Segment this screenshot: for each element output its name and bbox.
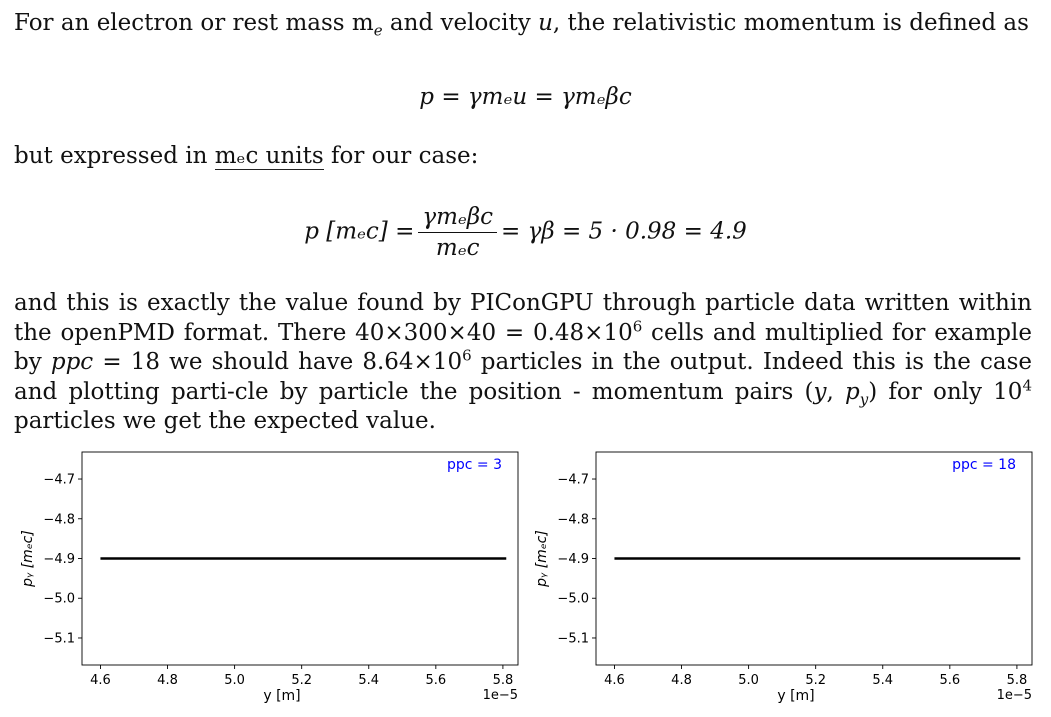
units-equation: p [mₑc] = γmₑβc mₑc = γβ = 5 · 0.98 = 4.9 — [304, 204, 747, 261]
y-tick-label: −5.1 — [43, 631, 75, 646]
plot-ppc-3-svg: −4.7 −4.8 −4.9 −5.0 −5.1 4.6 4.8 5.0 5.2 5.4 5.6 5.… — [20, 451, 519, 704]
units-paragraph: but expressed in mₑc units for our case: — [14, 143, 479, 170]
y-tick-label: −4.8 — [43, 512, 75, 527]
x-tick-label: 5.6 — [939, 673, 960, 688]
y-axis-label: pᵧ [mₑc] — [20, 530, 36, 588]
x-axis-label: y [m] — [263, 688, 300, 704]
units-link[interactable]: mₑc units — [214, 143, 324, 170]
y-tick-label: −5.0 — [557, 592, 589, 607]
y-tick-label: −5.0 — [43, 592, 75, 607]
x-axis-label: y [m] — [777, 688, 814, 704]
x-tick-label: 4.6 — [604, 673, 625, 688]
x-tick-label: 5.4 — [358, 673, 379, 688]
x-tick-label: 4.8 — [671, 673, 692, 688]
x-tick-label: 5.6 — [425, 673, 446, 688]
ppc-annotation: ppc = 3 — [447, 457, 502, 473]
x-tick-label: 4.6 — [90, 673, 111, 688]
ppc-annotation: ppc = 18 — [952, 457, 1016, 473]
plot-ppc-18: −4.7 −4.8 −4.9 −5.0 −5.1 4.6 4.8 5.0 5.2 5.4 5.6 5.… — [530, 448, 1040, 714]
x-tick-label: 5.4 — [872, 673, 893, 688]
y-axis-label: pᵧ [mₑc] — [534, 530, 550, 588]
x-tick-label: 5.0 — [224, 673, 245, 688]
y-tick-label: −4.8 — [557, 512, 589, 527]
x-offset-label: 1e−5 — [483, 688, 518, 703]
y-tick-label: −4.7 — [43, 473, 75, 488]
y-tick-label: −4.7 — [557, 473, 589, 488]
result-paragraph: and this is exactly the value found by P… — [14, 290, 1033, 435]
x-tick-label: 5.2 — [805, 673, 826, 688]
x-tick-label: 4.8 — [157, 673, 178, 688]
plot-ppc-3: −4.7 −4.8 −4.9 −5.0 −5.1 4.6 4.8 5.0 5.2 5.4 5.6 5.… — [16, 448, 526, 714]
x-tick-label: 5.8 — [1007, 673, 1028, 688]
x-tick-label: 5.8 — [493, 673, 514, 688]
y-tick-label: −4.9 — [43, 552, 75, 567]
x-tick-label: 5.2 — [291, 673, 312, 688]
y-tick-label: −5.1 — [557, 631, 589, 646]
momentum-equation: p = γmₑu = γmₑβc — [419, 84, 632, 110]
plot-ppc-18-svg: −4.7 −4.8 −4.9 −5.0 −5.1 4.6 4.8 5.0 5.2 5.4 5.6 5.… — [534, 451, 1033, 704]
x-tick-label: 5.0 — [738, 673, 759, 688]
fraction: γmₑβc mₑc — [418, 204, 498, 261]
x-offset-label: 1e−5 — [997, 688, 1032, 703]
y-tick-label: −4.9 — [557, 552, 589, 567]
intro-paragraph: For an electron or rest mass me and velo… — [14, 10, 1029, 40]
